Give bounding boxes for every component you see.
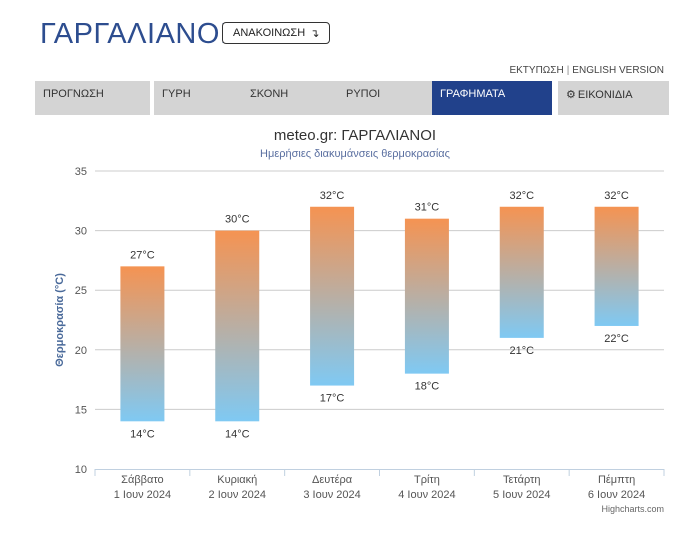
link-separator: | (566, 65, 570, 76)
x-tick-day-label: Πέμπτη (598, 474, 635, 486)
tab-charts[interactable]: ΓΡΑΦΗΜΑΤΑ (432, 81, 552, 115)
low-temp-label: 21°C (509, 345, 534, 357)
tab-label: ΠΡΟΓΝΩΣΗ (43, 88, 104, 100)
y-tick-label: 15 (75, 404, 87, 416)
chart-title: meteo.gr: ΓΑΡΓΑΛΙΑΝΟΙ (274, 127, 436, 144)
tab-icons[interactable]: ⚙ ΕΙΚΟΝΙΔΙΑ (558, 81, 669, 115)
x-tick-day-label: Τρίτη (414, 474, 440, 486)
temperature-range-bar[interactable] (215, 230, 260, 422)
tab-label: ΓΡΑΦΗΜΑΤΑ (440, 88, 506, 100)
highcharts-credits[interactable]: Highcharts.com (601, 504, 664, 514)
high-temp-label: 31°C (415, 202, 440, 214)
y-tick-label: 10 (75, 464, 87, 476)
x-tick-day-label: Δευτέρα (312, 474, 353, 486)
x-tick-date-label: 1 Ιουν 2024 (114, 489, 171, 501)
page-title: ΓΑΡΓΑΛΙΑΝΟΙ (40, 18, 229, 50)
y-tick-label: 35 (75, 166, 87, 178)
chart-subtitle: Ημερήσιες διακυμάνσεις θερμοκρασίας (260, 148, 450, 160)
tab-label: ΓΥΡΗ (162, 88, 191, 100)
x-tick-day-label: Τετάρτη (503, 474, 541, 486)
tab-forecast[interactable]: ΠΡΟΓΝΩΣΗ (35, 81, 150, 115)
print-link[interactable]: ΕΚΤΥΠΩΣΗ (509, 65, 564, 76)
top-links: ΕΚΤΥΠΩΣΗ | ENGLISH VERSION (509, 65, 664, 76)
x-tick-date-label: 2 Ιουν 2024 (209, 489, 266, 501)
x-tick-date-label: 5 Ιουν 2024 (493, 489, 550, 501)
y-tick-label: 20 (75, 345, 87, 357)
tab-bar: ΠΡΟΓΝΩΣΗ ΓΥΡΗ ΣΚΟΝΗ ΡΥΠΟΙ ΓΡΑΦΗΜΑΤΑ ⚙ ΕΙΚ… (35, 81, 669, 115)
x-tick-date-label: 4 Ιουν 2024 (398, 489, 455, 501)
high-temp-label: 27°C (130, 249, 155, 261)
low-temp-label: 14°C (130, 428, 155, 440)
y-tick-label: 25 (75, 285, 87, 297)
low-temp-label: 17°C (320, 393, 345, 405)
high-temp-label: 32°C (509, 190, 534, 202)
temperature-range-bar[interactable] (120, 266, 165, 422)
low-temp-label: 18°C (415, 381, 440, 393)
arrow-turn-icon: ↴ (310, 27, 320, 40)
gear-icon: ⚙ (566, 89, 576, 101)
tab-label: ΡΥΠΟΙ (346, 88, 381, 100)
english-version-link[interactable]: ENGLISH VERSION (572, 65, 664, 76)
low-temp-label: 22°C (604, 333, 629, 345)
x-tick-date-label: 3 Ιουν 2024 (303, 489, 360, 501)
high-temp-label: 32°C (604, 190, 629, 202)
x-tick-day-label: Σάββατο (121, 474, 163, 486)
x-tick-date-label: 6 Ιουν 2024 (588, 489, 645, 501)
x-tick-day-label: Κυριακή (217, 474, 257, 486)
temperature-range-bar[interactable] (310, 206, 355, 386)
temperature-range-bar[interactable] (499, 206, 544, 338)
high-temp-label: 30°C (225, 214, 250, 226)
tab-label: ΣΚΟΝΗ (250, 88, 289, 100)
y-tick-label: 30 (75, 226, 87, 238)
notice-button[interactable]: ΑΝΑΚΟΙΝΩΣΗ ↴ (222, 22, 331, 44)
tab-label: ΕΙΚΟΝΙΔΙΑ (577, 89, 633, 101)
temperature-range-bar[interactable] (594, 206, 639, 326)
high-temp-label: 32°C (320, 190, 345, 202)
y-axis-title: Θερμοκρασία (°C) (54, 273, 66, 367)
notice-label: ΑΝΑΚΟΙΝΩΣΗ (233, 27, 306, 39)
low-temp-label: 14°C (225, 428, 250, 440)
temperature-range-bar[interactable] (404, 218, 449, 374)
